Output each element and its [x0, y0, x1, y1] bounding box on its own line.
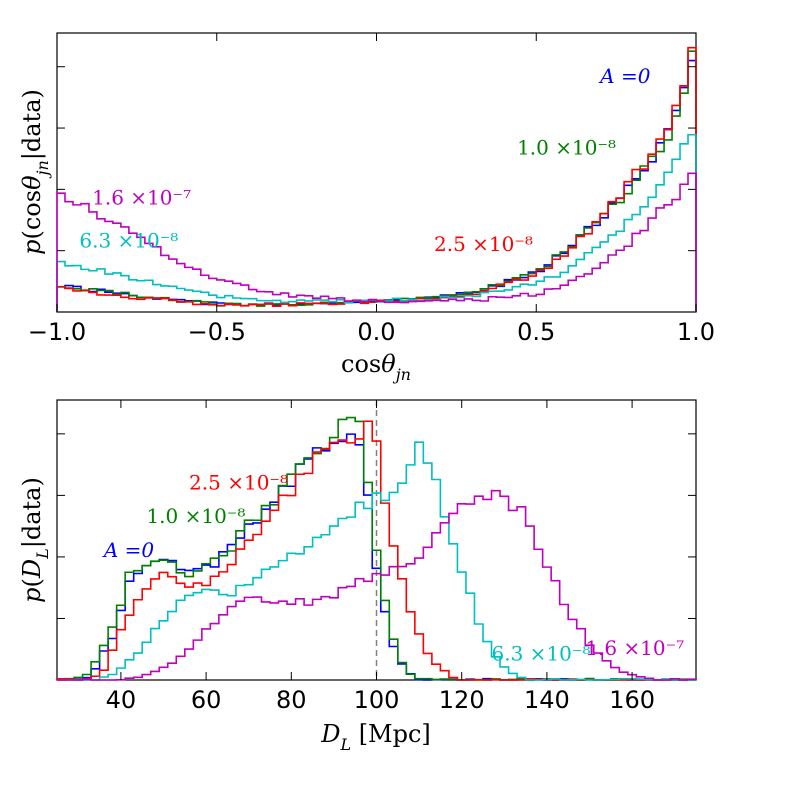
top-label-A1.6e-7: 1.6 ×10⁻⁷	[92, 186, 191, 210]
top-y-axis-title: p(cosθjn|data)	[18, 89, 52, 255]
bottom-xtick-label: 40	[106, 686, 137, 714]
bottom-xtick-label: 160	[609, 686, 655, 714]
plot-frame-top	[56, 32, 697, 313]
bottom-label-A0: A =0	[102, 538, 155, 562]
bottom-series-group	[56, 416, 697, 681]
top-histogram-A1.6e-7	[56, 172, 697, 312]
bottom-label-A1.6e-7: 1.6 ×10⁻⁷	[585, 636, 684, 660]
bottom-xtick-label: 60	[191, 686, 222, 714]
top-xtick-label: −1.0	[28, 318, 86, 346]
bottom-xtick-label: 140	[524, 686, 570, 714]
bottom-xtick-label: 100	[354, 686, 400, 714]
top-xtick-label: 0.0	[357, 318, 395, 346]
top-series-group	[56, 46, 697, 312]
panel-cos-theta: −1.0 −0.5 0.0 0.5 1.0 A =0 1.0 ×10⁻⁸ 2.5 ×10⁻⁸…	[18, 32, 715, 384]
top-label-A2.5e-8: 2.5 ×10⁻⁸	[434, 232, 533, 256]
top-series-labels: A =0 1.0 ×10⁻⁸ 2.5 ×10⁻⁸ 6.3 ×10⁻⁸ 1.6 ×10⁻⁷	[79, 64, 650, 256]
bottom-label-A1e-8: 1.0 ×10⁻⁸	[146, 504, 245, 528]
top-label-A0: A =0	[598, 64, 651, 88]
bottom-histogram-A1.6e-7	[57, 489, 697, 681]
bottom-x-axis-title: DL [Mpc]	[320, 720, 431, 754]
bottom-x-ticks: 40 60 80 100 120 140 160	[106, 400, 655, 714]
bottom-xtick-label: 80	[276, 686, 307, 714]
top-y-ticks	[57, 66, 696, 252]
bottom-histogram-A6.3e-8	[57, 441, 696, 681]
bottom-label-A6.3e-8: 6.3 ×10⁻⁸	[492, 641, 591, 665]
panel-distance: 40 60 80 100 120 140 160 A =0 1.0 ×10⁻⁸ 2.5 ×10⁻…	[18, 399, 697, 754]
top-label-A6.3e-8: 6.3 ×10⁻⁸	[79, 229, 178, 253]
top-x-ticks: −1.0 −0.5 0.0 0.5 1.0	[28, 33, 715, 346]
top-xtick-label: 0.5	[517, 318, 555, 346]
top-xtick-label: 1.0	[677, 318, 715, 346]
bottom-series-labels: A =0 1.0 ×10⁻⁸ 2.5 ×10⁻⁸ 6.3 ×10⁻⁸1.6 ×10⁻⁷	[102, 471, 684, 666]
bottom-y-ticks	[57, 433, 696, 619]
top-label-A1e-8: 1.0 ×10⁻⁸	[517, 136, 616, 160]
bottom-xtick-label: 120	[439, 686, 485, 714]
top-xtick-label: −0.5	[188, 318, 246, 346]
bottom-label-A2.5e-8: 2.5 ×10⁻⁸	[189, 471, 288, 495]
bottom-y-axis-title: p(DL|data)	[18, 477, 52, 603]
top-x-axis-title: cosθjn	[341, 350, 411, 384]
